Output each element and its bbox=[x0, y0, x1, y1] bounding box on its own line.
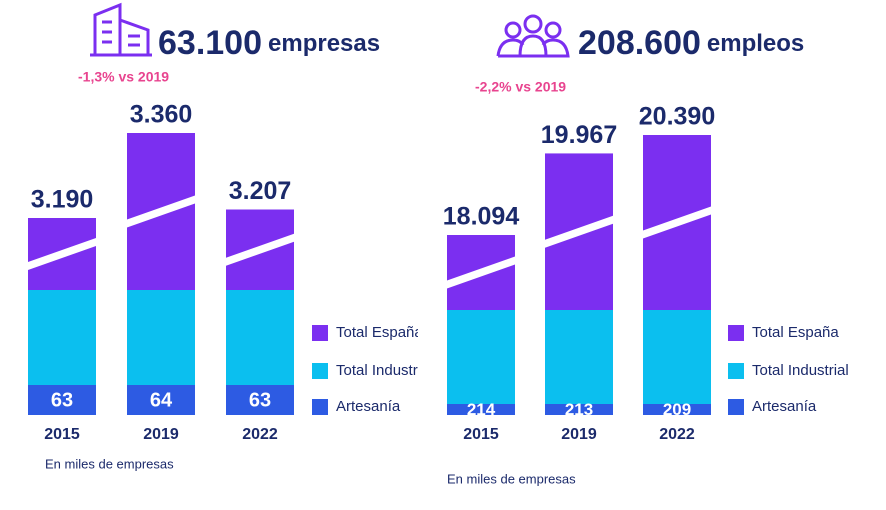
total-label: 3.207 bbox=[229, 177, 292, 205]
bar-segment bbox=[447, 310, 515, 404]
legend-swatch bbox=[728, 325, 744, 341]
legend-swatch bbox=[728, 399, 744, 415]
bar-segment bbox=[226, 385, 294, 415]
title-value: 208.600 bbox=[578, 24, 701, 62]
axis-break bbox=[28, 238, 96, 270]
bar-segment bbox=[545, 310, 613, 404]
legend-swatch bbox=[312, 399, 328, 415]
title-number: 208.600 empleos bbox=[578, 24, 804, 62]
legend-label: Total Industrial bbox=[336, 362, 433, 379]
bar-segment bbox=[643, 404, 711, 415]
artesania-label: 64 bbox=[150, 389, 173, 411]
chart-right: En miles de empresas 18.094 214 2015 19.967 2… bbox=[443, 103, 849, 487]
axis-break bbox=[545, 215, 613, 248]
x-tick-label: 2015 bbox=[44, 426, 80, 443]
axis-break bbox=[643, 206, 711, 239]
artesania-label: 209 bbox=[663, 400, 691, 419]
note: En miles de empresas bbox=[447, 471, 576, 486]
bar-segment bbox=[127, 385, 195, 415]
legend-label: Artesanía bbox=[752, 398, 817, 415]
title-unit: empresas bbox=[268, 30, 380, 57]
subtitle: -2,2% vs 2019 bbox=[475, 79, 566, 95]
x-tick-label: 2022 bbox=[242, 426, 278, 443]
total-label: 3.190 bbox=[31, 186, 94, 214]
total-label: 18.094 bbox=[443, 203, 520, 231]
legend-swatch bbox=[728, 363, 744, 379]
people-icon bbox=[496, 14, 570, 58]
legend-label: Total España bbox=[752, 324, 839, 341]
total-label: 19.967 bbox=[541, 121, 617, 149]
x-tick-label: 2022 bbox=[659, 426, 695, 443]
legend-label: Artesanía bbox=[336, 398, 401, 415]
legend-label: Total España bbox=[336, 324, 423, 341]
subtitle: -1,3% vs 2019 bbox=[78, 69, 169, 85]
bar-segment bbox=[643, 310, 711, 404]
title-unit: empleos bbox=[707, 30, 804, 57]
artesania-label: 213 bbox=[565, 400, 593, 419]
x-tick-label: 2019 bbox=[143, 426, 179, 443]
axis-break bbox=[127, 195, 195, 228]
legend-label: Total Industrial bbox=[752, 362, 849, 379]
artesania-label: 214 bbox=[467, 400, 496, 419]
title-value: 63.100 bbox=[158, 24, 262, 62]
legend-swatch bbox=[312, 363, 328, 379]
axis-break bbox=[226, 233, 294, 266]
chart-left: En miles de empresas 3.190 63 2015 3.360 64 20… bbox=[28, 101, 433, 471]
bar-segment bbox=[447, 404, 515, 415]
total-label: 20.390 bbox=[639, 103, 715, 131]
bar-segment bbox=[127, 290, 195, 385]
bar-segment bbox=[28, 385, 96, 415]
artesania-label: 63 bbox=[51, 389, 73, 411]
note: En miles de empresas bbox=[45, 456, 174, 471]
total-label: 3.360 bbox=[130, 101, 193, 129]
x-tick-label: 2019 bbox=[561, 426, 597, 443]
bar-segment bbox=[226, 290, 294, 385]
building-icon bbox=[90, 2, 152, 57]
bar-segment bbox=[28, 290, 96, 385]
legend-swatch bbox=[312, 325, 328, 341]
title-number: 63.100 empresas bbox=[158, 24, 380, 62]
x-tick-label: 2015 bbox=[463, 426, 499, 443]
artesania-label: 63 bbox=[249, 389, 271, 411]
bar-segment bbox=[545, 404, 613, 415]
axis-break bbox=[447, 256, 515, 289]
